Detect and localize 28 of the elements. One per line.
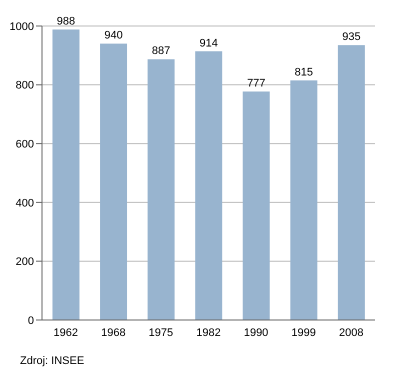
data-label: 914 [200,37,218,50]
y-tick-label: 600 [16,138,34,151]
text: Zdroj: INSEE [20,355,84,367]
y-tick-label: 0 [28,314,34,327]
x-tick-label: 1999 [291,326,316,339]
bar [148,59,175,320]
x-tick-label: 2008 [338,326,364,339]
bar [52,30,80,320]
y-tick-label: 1000 [10,20,34,33]
bar [195,51,222,320]
x-tick-label: 1990 [244,326,268,339]
data-label: 940 [104,30,123,42]
y-tick-label: 800 [16,80,34,92]
y-tick-label: 200 [16,256,34,268]
bar [100,44,128,320]
bar [290,80,318,320]
bar [242,92,270,320]
data-label: 935 [342,31,361,44]
data-label: 815 [294,66,314,78]
x-tick-label: 1975 [148,326,174,339]
bar [338,45,365,320]
data-label: 887 [152,45,170,58]
x-tick-label: 1962 [54,326,78,339]
x-tick-label: 1982 [196,326,221,339]
data-label: 988 [56,16,76,28]
data-label: 777 [247,78,266,90]
x-tick-label: 1968 [101,326,126,339]
y-tick-label: 400 [16,197,34,210]
